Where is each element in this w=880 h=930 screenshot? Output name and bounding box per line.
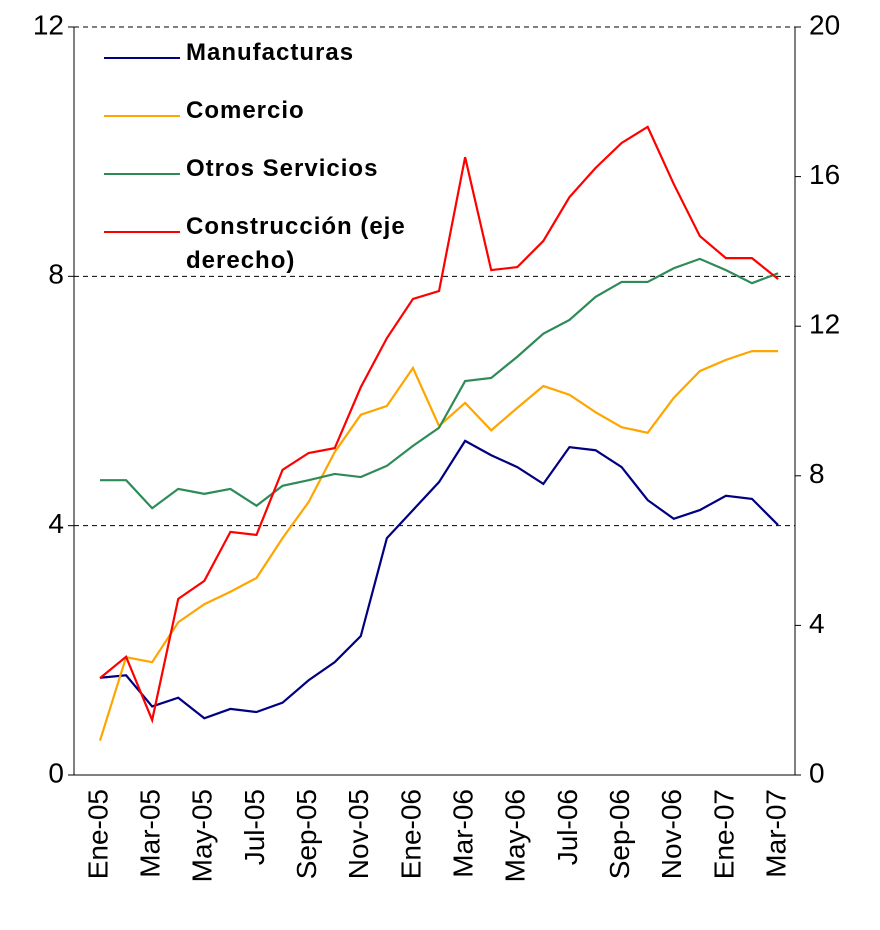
legend-label: Manufacturas <box>186 39 355 66</box>
legend: Manufacturas Comercio Otros Servicios Const… <box>104 36 434 302</box>
y2-tick-label: 8 <box>809 458 825 489</box>
line-series <box>99 125 779 724</box>
line-series <box>98 350 779 742</box>
x-tick-label: Jul-05 <box>239 789 270 865</box>
y-tick-label: 4 <box>48 508 64 539</box>
legend-label: Otros Servicios <box>186 155 379 182</box>
line-series <box>99 439 779 720</box>
y2-tick-label: 0 <box>809 757 825 788</box>
y-tick-label: 0 <box>48 757 64 788</box>
x-tick-label: Ene-05 <box>82 789 113 879</box>
legend-item: Construcción (eje derecho) <box>104 210 434 278</box>
x-tick-label: Mar-06 <box>448 789 479 878</box>
y2-tick-label: 12 <box>809 309 840 340</box>
y-tick-label: 12 <box>33 9 64 40</box>
x-tick-label: Jul-06 <box>552 789 583 865</box>
line-series <box>100 257 779 510</box>
x-tick-label: Mar-05 <box>135 789 166 878</box>
y-tick-label: 8 <box>48 259 64 290</box>
legend-swatch <box>104 173 180 175</box>
x-tick-label: Mar-07 <box>760 789 791 878</box>
x-tick-label: Sep-06 <box>604 789 635 879</box>
x-tick-label: Ene-07 <box>708 789 739 879</box>
x-tick-label: Sep-05 <box>291 789 322 879</box>
y2-tick-label: 16 <box>809 159 840 190</box>
x-tick-label: Nov-05 <box>343 789 374 879</box>
legend-swatch <box>104 115 180 117</box>
x-tick-label: Nov-06 <box>656 789 687 879</box>
y2-tick-label: 4 <box>809 608 825 639</box>
x-tick-label: May-05 <box>187 789 218 882</box>
legend-item: Otros Servicios <box>104 152 434 186</box>
legend-item: Manufacturas <box>104 36 434 70</box>
x-tick-label: Ene-06 <box>395 789 426 879</box>
x-tick-label: May-06 <box>500 789 531 882</box>
legend-swatch <box>104 231 180 233</box>
legend-label: Comercio <box>186 97 305 124</box>
legend-label: Construcción (eje derecho) <box>186 213 406 274</box>
y2-tick-label: 20 <box>809 9 840 40</box>
legend-item: Comercio <box>104 94 434 128</box>
legend-swatch <box>104 57 180 59</box>
